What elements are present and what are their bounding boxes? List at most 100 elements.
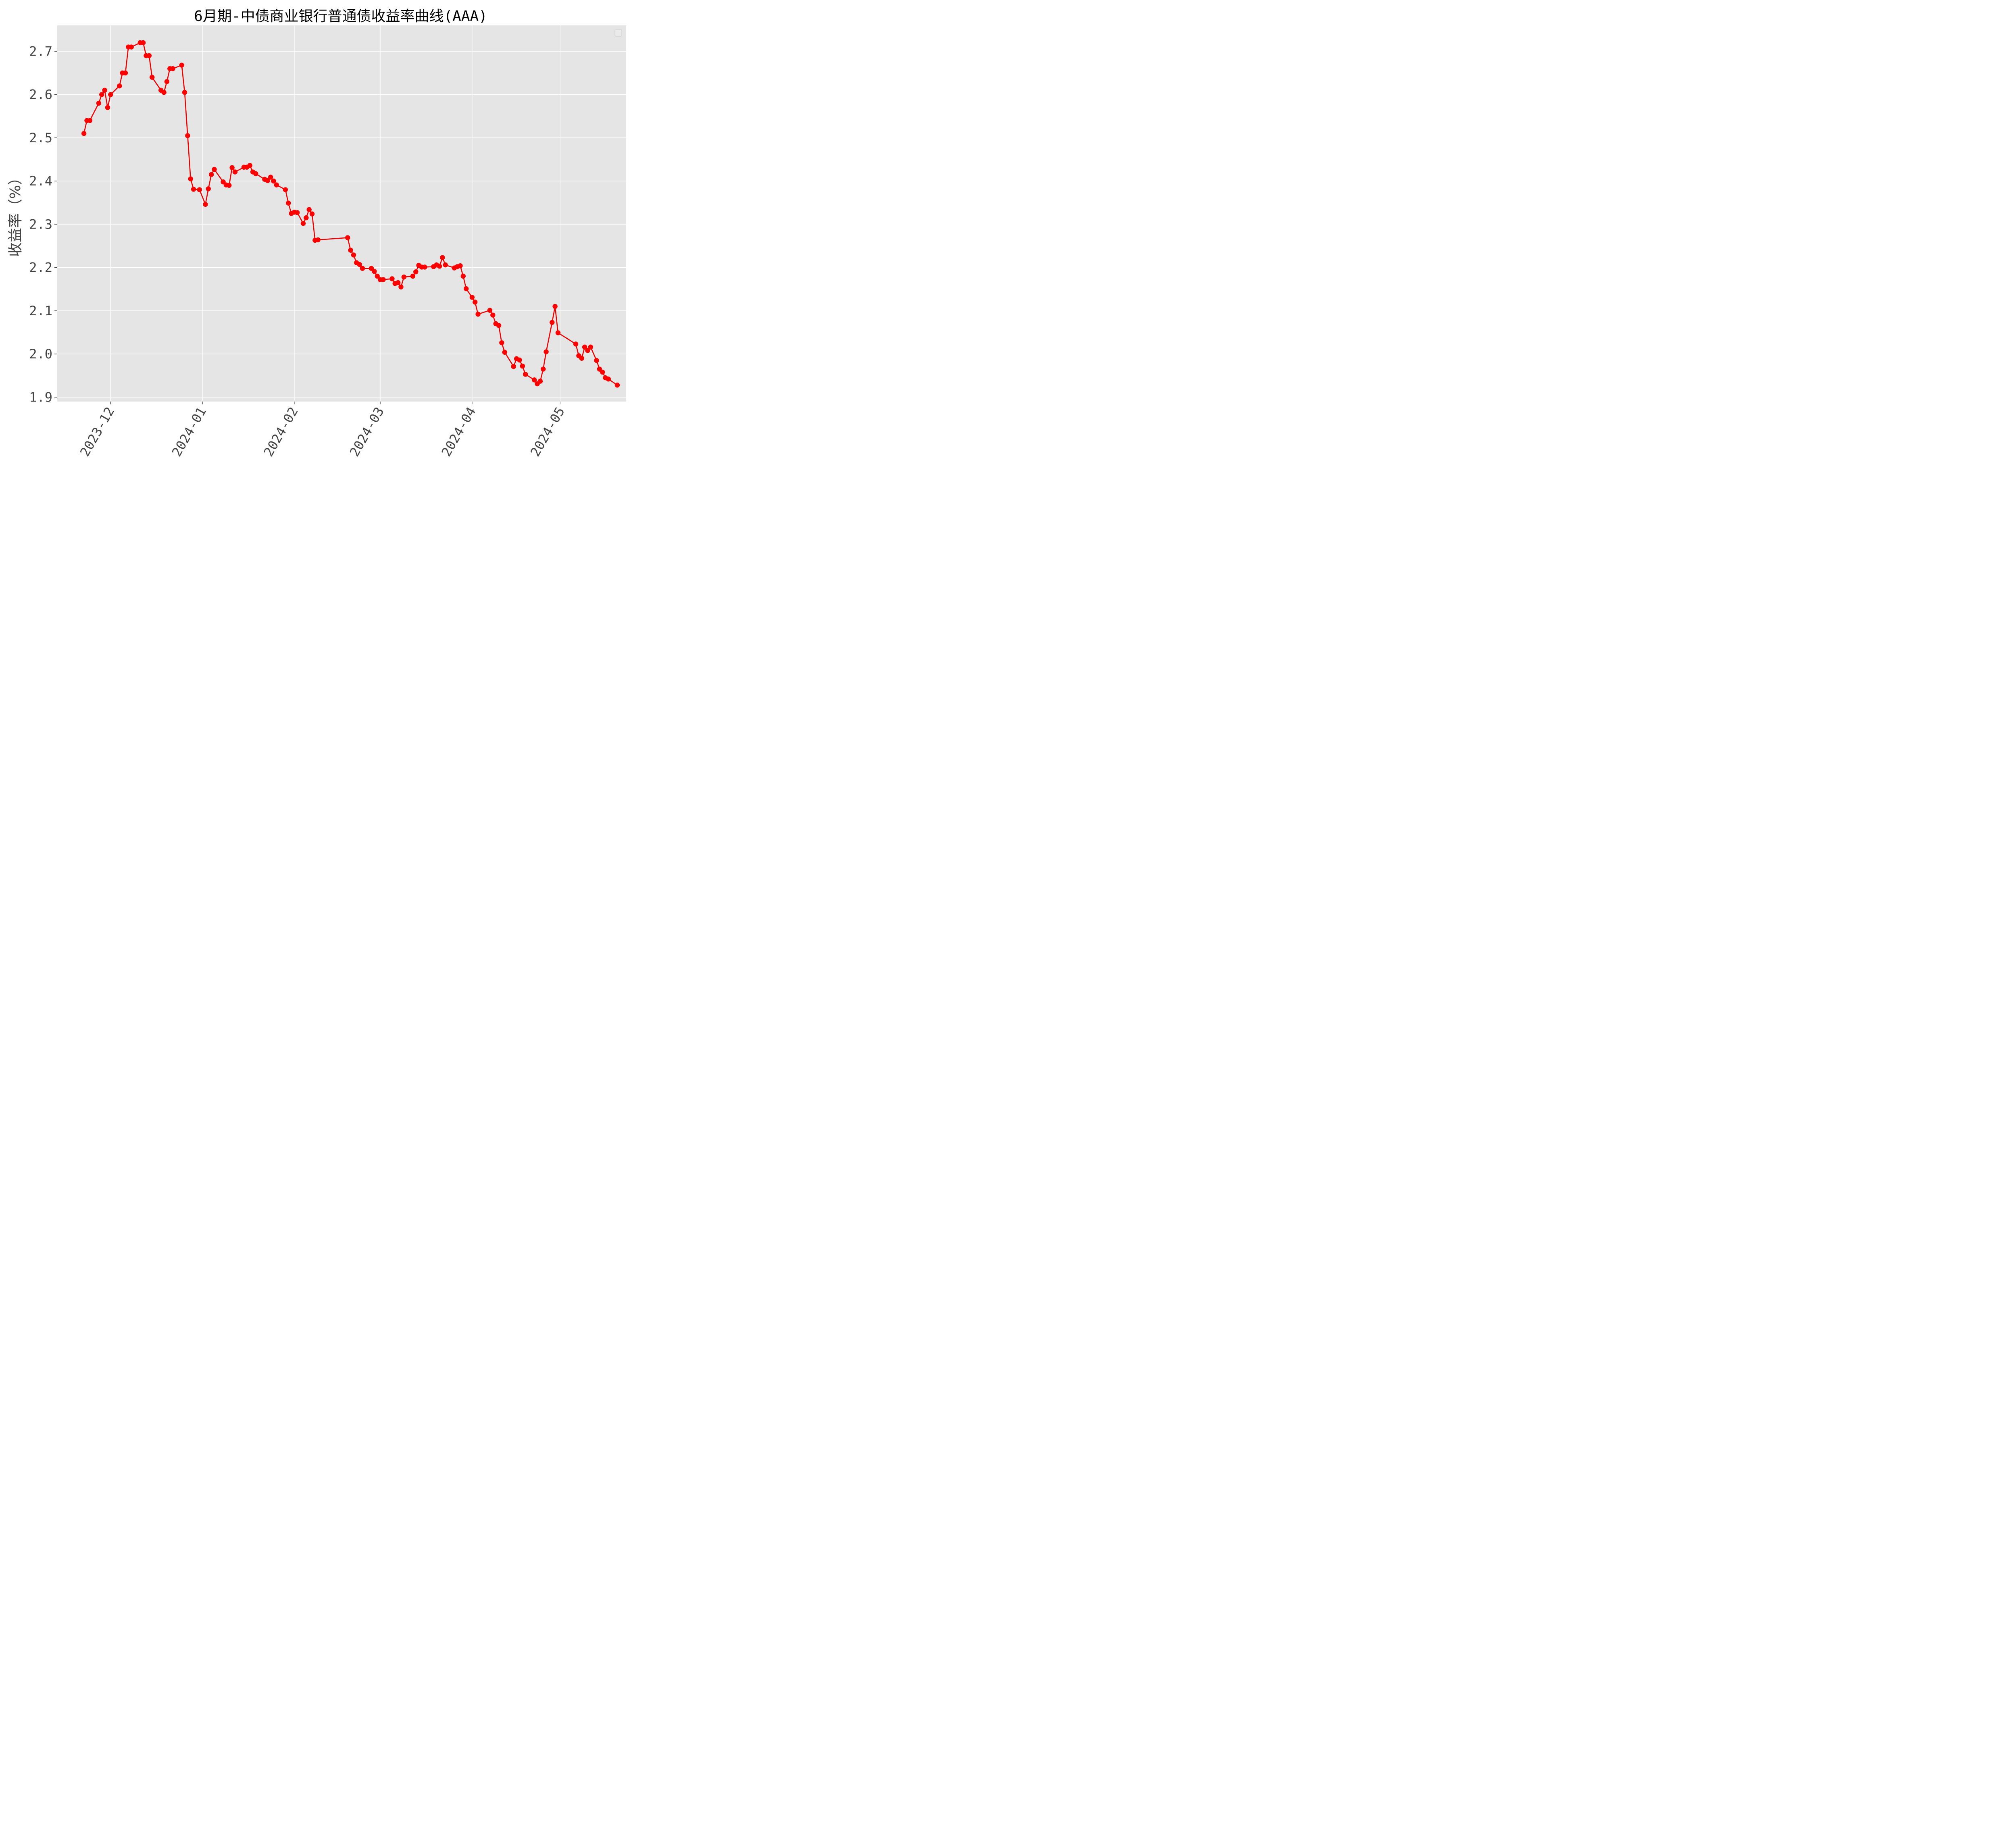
data-point <box>600 369 605 375</box>
data-point <box>360 266 365 271</box>
data-point <box>413 269 419 275</box>
data-point <box>422 264 427 270</box>
data-point <box>146 53 152 58</box>
data-point <box>229 165 235 171</box>
data-point <box>300 221 306 226</box>
data-point <box>309 211 315 216</box>
data-point <box>594 358 599 363</box>
data-point <box>473 300 478 305</box>
data-point <box>274 182 279 187</box>
data-point <box>499 340 504 345</box>
data-point <box>149 75 155 80</box>
data-point <box>475 312 481 317</box>
data-point <box>185 133 190 138</box>
data-point <box>81 131 87 136</box>
data-point <box>99 92 104 97</box>
data-point <box>537 379 543 384</box>
data-point <box>191 187 196 192</box>
data-point <box>541 366 546 372</box>
y-tick-label: 1.9 <box>29 389 52 405</box>
yield-curve-chart: 6月期-中债商业银行普通债收益率曲线(AAA) 1.9 2.0 2.1 2.2 2.3 2… <box>7 8 626 459</box>
data-point <box>544 349 549 354</box>
data-point <box>208 172 214 177</box>
data-point <box>351 252 356 258</box>
y-tick-label: 2.3 <box>29 216 52 232</box>
data-point <box>372 269 377 274</box>
data-point <box>579 356 584 361</box>
y-tick-label: 2.7 <box>29 44 52 59</box>
data-point <box>606 377 611 382</box>
data-point <box>206 186 211 191</box>
x-tick-label: 2024-02 <box>261 404 301 459</box>
y-axis: 1.9 2.0 2.1 2.2 2.3 2.4 2.5 2.6 2.7 <box>29 44 57 405</box>
data-point <box>268 175 273 180</box>
x-tick-label: 2024-05 <box>527 404 568 459</box>
legend-box <box>614 29 622 37</box>
data-point <box>286 200 291 206</box>
data-point <box>315 237 321 243</box>
data-point <box>463 286 469 291</box>
data-point <box>161 90 167 95</box>
data-point <box>437 264 442 269</box>
data-point <box>102 87 107 93</box>
data-point <box>232 169 238 175</box>
x-axis: 2023-12 2024-01 2024-02 2024-03 2024-04 2024-… <box>77 402 568 459</box>
x-tick-label: 2024-01 <box>169 404 209 459</box>
data-point <box>395 280 401 285</box>
data-point <box>265 178 270 183</box>
data-point <box>212 167 217 172</box>
data-point <box>531 377 537 383</box>
data-point <box>129 44 134 50</box>
data-point <box>502 350 507 355</box>
data-point <box>306 207 312 212</box>
y-tick-label: 2.0 <box>29 346 52 362</box>
data-point <box>140 40 146 46</box>
data-point <box>381 277 386 282</box>
data-point <box>582 344 587 350</box>
data-point <box>555 330 561 335</box>
data-point <box>520 363 525 369</box>
data-point <box>458 263 463 268</box>
plot-area <box>57 25 626 402</box>
data-point <box>271 178 276 184</box>
data-point <box>460 273 466 279</box>
data-point <box>283 187 288 192</box>
data-point <box>182 90 187 95</box>
data-point <box>170 66 175 71</box>
data-point <box>304 215 309 221</box>
data-point <box>401 274 407 280</box>
data-point <box>375 273 380 279</box>
data-point <box>550 320 555 325</box>
data-point <box>96 100 102 106</box>
data-point <box>588 344 594 350</box>
data-point <box>511 364 516 369</box>
series-line <box>83 42 618 386</box>
data-point <box>487 308 493 313</box>
data-point <box>552 304 558 309</box>
data-point <box>573 341 579 347</box>
y-tick-label: 2.2 <box>29 260 52 275</box>
data-point <box>398 284 404 290</box>
data-point <box>585 348 590 353</box>
data-point <box>117 83 122 89</box>
y-tick-label: 2.5 <box>29 130 52 146</box>
data-point <box>490 312 496 318</box>
data-point <box>123 70 128 76</box>
data-point <box>179 62 184 68</box>
chart-title: 6月期-中债商业银行普通债收益率曲线(AAA) <box>194 8 487 25</box>
data-point <box>614 383 620 388</box>
y-tick-label: 2.4 <box>29 173 52 189</box>
y-tick-label: 2.1 <box>29 303 52 318</box>
data-point <box>188 176 193 181</box>
data-point <box>227 183 232 188</box>
data-point <box>348 248 353 253</box>
data-point <box>443 262 448 268</box>
data-point <box>440 255 445 260</box>
data-point <box>496 323 502 328</box>
data-point <box>203 202 208 207</box>
data-point <box>410 273 416 279</box>
data-point <box>87 118 93 123</box>
data-point <box>295 210 300 215</box>
data-point <box>247 163 252 168</box>
data-point <box>105 105 110 110</box>
